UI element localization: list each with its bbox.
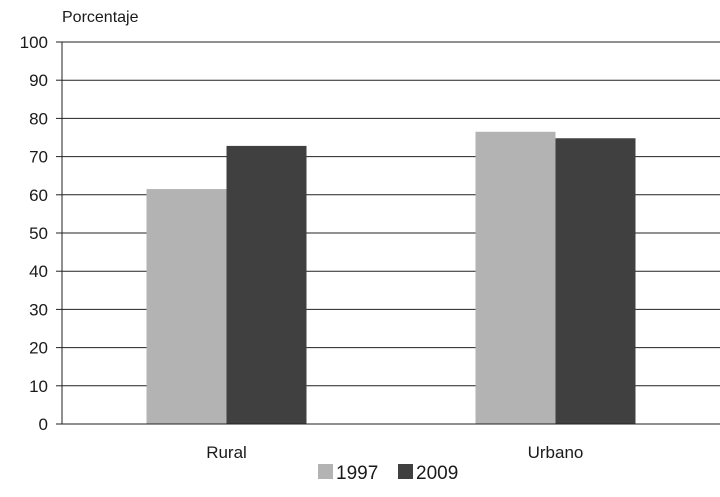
legend-swatch-1997 [318, 464, 333, 479]
x-category-label: Urbano [528, 443, 584, 462]
bar-2009-rural [226, 145, 307, 425]
legend-swatch-2009 [398, 464, 413, 479]
legend: 1997 2009 [318, 463, 458, 484]
legend-label-2009: 2009 [416, 463, 458, 484]
y-tick-label: 20 [29, 339, 48, 358]
bar-1997-urbano [475, 131, 556, 424]
legend-label-1997: 1997 [336, 463, 378, 484]
y-tick-label: 40 [29, 262, 48, 281]
y-tick-label: 70 [29, 148, 48, 167]
y-tick-label: 50 [29, 224, 48, 243]
y-tick-label: 0 [39, 415, 48, 434]
x-axis-category-labels: Rural Urbano [206, 443, 583, 462]
y-axis-ticks: 0 10 20 30 40 50 60 70 80 90 100 [20, 33, 62, 434]
y-tick-label: 80 [29, 109, 48, 128]
bar-2009-urbano [555, 138, 636, 424]
y-tick-label: 60 [29, 186, 48, 205]
x-category-label: Rural [206, 443, 247, 462]
y-axis-label: Porcentaje [62, 9, 139, 26]
y-tick-label: 90 [29, 71, 48, 90]
bar-1997-rural [146, 189, 227, 424]
y-tick-label: 30 [29, 300, 48, 319]
y-tick-label: 100 [20, 33, 48, 52]
bars [146, 131, 636, 425]
y-tick-label: 10 [29, 377, 48, 396]
